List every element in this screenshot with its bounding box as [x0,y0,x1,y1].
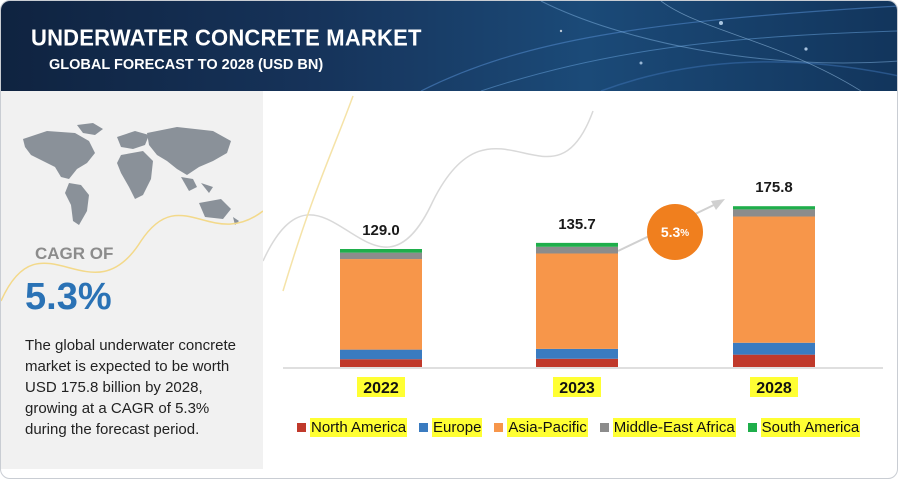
category-label-2023: 2023 [559,380,595,397]
category-highlight-2022 [357,377,405,397]
world-map-icon [23,123,239,225]
bar-segment-middle-east-africa-2023 [536,246,618,254]
legend-item-middle-east-africa: Middle-East Africa [599,417,736,437]
growth-arrow-head [711,199,725,210]
legend-label: North America [310,417,408,437]
market-description: The global underwater concrete market is… [25,337,236,438]
bar-segment-north-america-2028 [733,354,815,367]
legend-item-europe: Europe [419,417,483,437]
background-curve-yellow [282,95,354,292]
background-curve-decoration [263,110,594,262]
bar-segment-middle-east-africa-2022 [340,252,422,260]
bar-segment-north-america-2022 [340,359,422,367]
legend-item-north-america: North America [297,417,408,437]
bar-segment-south-america-2028 [733,206,815,210]
stacked-bar-chart: 129.0 2022 135.7 2023 175.8 2028 [263,95,883,397]
header-banner: UNDERWATER CONCRETE MARKET GLOBAL FORECA… [1,1,897,91]
bar-segment-europe-2022 [340,349,422,360]
total-label-2023: 135.7 [558,216,596,233]
bar-segment-asia-pacific-2023 [536,253,618,349]
bar-segment-south-america-2023 [536,242,618,247]
bar-segment-asia-pacific-2022 [340,259,422,350]
legend-swatch [599,422,609,432]
category-highlight-2028 [750,377,798,397]
legend-swatch [297,422,306,432]
cagr-bubble-value: 5.3 [660,224,681,240]
legend-swatch [419,422,429,432]
legend-label: South America [760,417,861,437]
cagr-bubble: 5.3% [647,204,703,260]
page-subtitle: GLOBAL FORECAST TO 2028 (USD BN) [49,57,324,73]
legend-label: Europe [432,417,483,437]
cagr-bubble-percent: % [680,228,690,239]
bar-segment-asia-pacific-2028 [733,216,815,343]
banner-decoration [420,1,897,91]
bar-segment-south-america-2022 [340,249,422,253]
legend-item-asia-pacific: Asia-Pacific [494,417,588,437]
bar-segment-middle-east-africa-2028 [733,209,815,217]
chart-area: 129.0 2022 135.7 2023 175.8 2028 5.3% North A… [263,91,897,478]
bar-segment-north-america-2023 [536,358,618,367]
cagr-value: 5.3% [25,276,112,318]
chart-legend: North America Europe Asia-Pacific Middle-Ea… [297,416,861,438]
cagr-label: CAGR OF [35,244,114,263]
legend-label: Middle-East Africa [612,417,736,437]
legend-swatch [747,422,757,432]
total-label-2028: 175.8 [755,179,793,196]
total-label-2022: 129.0 [362,222,400,239]
legend-swatch [494,422,504,432]
legend-item-south-america: South America [747,417,861,437]
legend-label: Asia-Pacific [507,417,588,437]
category-label-2022: 2022 [363,380,399,397]
summary-panel: CAGR OF 5.3% The global underwater concr… [1,91,263,469]
bar-segment-europe-2028 [733,342,815,355]
category-label-2028: 2028 [756,380,792,397]
trend-curve-decoration [1,210,263,302]
bar-segment-europe-2023 [536,348,618,359]
page-title: UNDERWATER CONCRETE MARKET [31,24,422,51]
category-highlight-2023 [553,377,601,397]
